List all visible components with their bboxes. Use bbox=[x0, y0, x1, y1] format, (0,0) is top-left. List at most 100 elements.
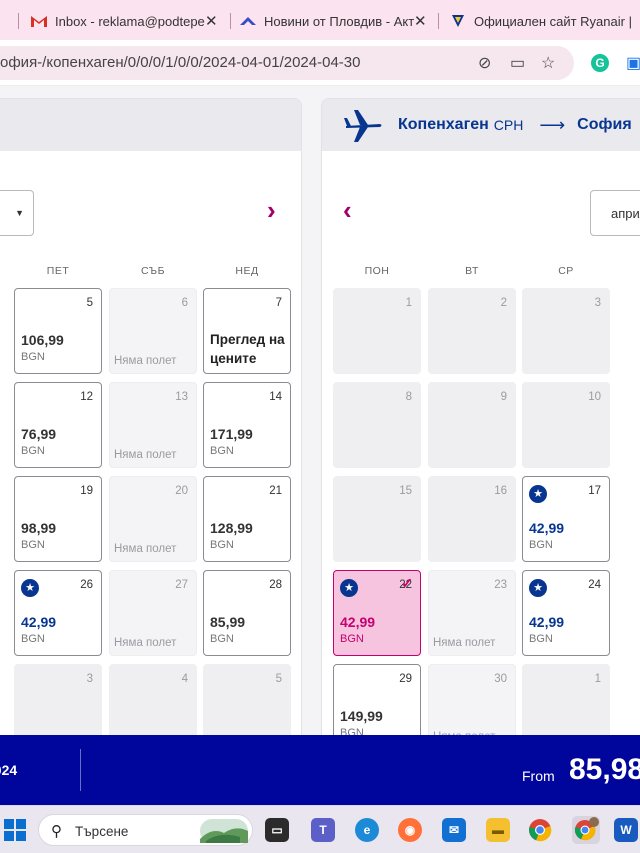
tab-label: Inbox - reklama@podtepe bbox=[55, 13, 205, 29]
no-flight-label: Няма полет bbox=[433, 637, 496, 649]
day-number: 7 bbox=[275, 297, 282, 309]
windows-start-icon[interactable] bbox=[4, 819, 26, 841]
calendar-day-cell[interactable]: 7 Преглед на цените bbox=[203, 288, 291, 374]
day-number: 5 bbox=[275, 673, 282, 685]
chrome-icon[interactable] bbox=[528, 818, 552, 842]
file-explorer-icon[interactable]: ▬ bbox=[486, 818, 510, 842]
tab-label: Новини от Пловдив - Акт bbox=[264, 13, 415, 29]
fare-currency: BGN bbox=[21, 445, 45, 457]
star-deal-icon: ★ bbox=[340, 579, 358, 597]
fare-price: 42,99 bbox=[21, 614, 57, 630]
day-number: 8 bbox=[405, 391, 412, 403]
day-number: 4 bbox=[181, 673, 188, 685]
calendar-day-cell[interactable]: 29 149,99 BGN bbox=[333, 664, 421, 735]
search-highlight-image bbox=[200, 819, 248, 843]
outbound-panel-header bbox=[0, 99, 301, 151]
day-number: 10 bbox=[588, 391, 601, 403]
day-number: 24 bbox=[588, 579, 601, 591]
calendar-day-cell[interactable]: 12 76,99 BGN bbox=[14, 382, 102, 468]
day-number: 3 bbox=[86, 673, 93, 685]
day-number: 3 bbox=[594, 297, 601, 309]
day-number: 26 bbox=[80, 579, 93, 591]
calendar-day-cell[interactable]: 28 85,99 BGN bbox=[203, 570, 291, 656]
word-icon[interactable]: W bbox=[614, 818, 638, 842]
fare-currency: BGN bbox=[210, 445, 234, 457]
fare-price: 85,99 bbox=[210, 614, 246, 630]
weekday-header: ПОН bbox=[364, 265, 390, 277]
calendar-day-cell: 15 bbox=[333, 476, 421, 562]
cast-icon[interactable]: ▭ bbox=[510, 55, 526, 72]
address-bar[interactable] bbox=[0, 46, 574, 80]
calendar-day-cell: 1 bbox=[522, 664, 610, 735]
calendar-day-cell[interactable]: 24 ★ 42,99 BGN bbox=[522, 570, 610, 656]
fare-currency: BGN bbox=[210, 633, 234, 645]
browser-tab-strip: Inbox - reklama@podtepe ✕ Новини от Плов… bbox=[0, 0, 640, 40]
tab-gmail[interactable]: Inbox - reklama@podtepe ✕ bbox=[31, 8, 221, 34]
calendar-day-cell: 4 bbox=[109, 664, 197, 735]
calendar-day-cell[interactable]: 21 128,99 BGN bbox=[203, 476, 291, 562]
fare-currency: BGN bbox=[529, 633, 553, 645]
fare-price: 171,99 bbox=[210, 426, 253, 442]
calendar-day-cell: 6 Няма полет bbox=[109, 288, 197, 374]
star-deal-icon: ★ bbox=[21, 579, 39, 597]
fare-currency: BGN bbox=[21, 351, 45, 363]
page-content: ▼ › ПЕТ СЪБ НЕД 5 106,99 BGN 6 Няма полет 7 Прег… bbox=[0, 87, 640, 735]
close-icon[interactable]: ✕ bbox=[414, 13, 427, 30]
task-view-icon[interactable]: ▭ bbox=[265, 818, 289, 842]
origin-code: CPH bbox=[493, 117, 524, 133]
mail-icon[interactable]: ✉ bbox=[442, 818, 466, 842]
total-price: 85,98 bbox=[569, 753, 640, 786]
calendar-day-cell: 3 bbox=[14, 664, 102, 735]
fare-currency: BGN bbox=[210, 539, 234, 551]
weekday-header: ПЕТ bbox=[46, 265, 70, 277]
tab-separator bbox=[18, 13, 19, 29]
chrome-profile-icon[interactable] bbox=[572, 816, 600, 844]
day-number: 15 bbox=[399, 485, 412, 497]
no-flight-label: Няма полет bbox=[114, 543, 177, 555]
url-text[interactable]: офия-/копенхаген/0/0/0/1/0/0/2024-04-01/… bbox=[0, 54, 361, 71]
calendar-day-cell[interactable]: 5 106,99 BGN bbox=[14, 288, 102, 374]
fare-price: 76,99 bbox=[21, 426, 57, 442]
translate-icon[interactable]: ▣ bbox=[626, 55, 640, 72]
grammarly-icon[interactable]: G bbox=[590, 53, 610, 73]
next-month-arrow[interactable]: › bbox=[267, 195, 276, 225]
day-number: 1 bbox=[594, 673, 601, 685]
calendar-day-cell[interactable]: 14 171,99 BGN bbox=[203, 382, 291, 468]
airplane-icon bbox=[344, 110, 382, 142]
tab-ryanair[interactable]: Официален сайт Ryanair | bbox=[450, 8, 640, 34]
destination-city: София bbox=[577, 116, 632, 133]
calendar-day-cell: 8 bbox=[333, 382, 421, 468]
taskbar-search[interactable]: ⚲ Търсене bbox=[38, 814, 253, 846]
no-flight-label: Няма полет bbox=[114, 449, 177, 461]
prev-month-arrow[interactable]: ‹ bbox=[343, 195, 352, 225]
booking-summary-bar: 2024 From 85,98 bbox=[0, 735, 640, 805]
month-dropdown[interactable]: ▼ bbox=[0, 190, 34, 236]
chevron-down-icon: ▼ bbox=[15, 208, 24, 218]
news-icon bbox=[240, 17, 256, 25]
windows-taskbar: ⚲ Търсене ▭ T e ◉ ✉ ▬ W bbox=[0, 805, 640, 853]
calendar-day-cell: 13 Няма полет bbox=[109, 382, 197, 468]
day-number: 9 bbox=[500, 391, 507, 403]
bookmark-star-icon[interactable]: ☆ bbox=[541, 55, 556, 72]
edge-icon[interactable]: e bbox=[355, 818, 379, 842]
calendar-day-cell[interactable]: 19 98,99 BGN bbox=[14, 476, 102, 562]
close-icon[interactable]: ✕ bbox=[205, 13, 218, 30]
tracking-off-icon[interactable]: ⊘ bbox=[478, 55, 492, 72]
no-flight-label: Няма полет bbox=[114, 637, 177, 649]
tab-label: Официален сайт Ryanair | bbox=[474, 13, 632, 29]
firefox-icon[interactable]: ◉ bbox=[398, 818, 422, 842]
day-number: 5 bbox=[86, 297, 93, 309]
calendar-day-cell[interactable]: 22 ★ ✓ 42,99 BGN bbox=[333, 570, 421, 656]
checkmark-icon: ✓ bbox=[401, 575, 413, 591]
day-number: 14 bbox=[269, 391, 282, 403]
tab-news[interactable]: Новини от Пловдив - Акт ✕ bbox=[240, 8, 430, 34]
day-number: 2 bbox=[500, 297, 507, 309]
day-number: 13 bbox=[175, 391, 188, 403]
calendar-day-cell: 9 bbox=[428, 382, 516, 468]
calendar-day-cell[interactable]: 26 ★ 42,99 BGN bbox=[14, 570, 102, 656]
calendar-day-cell[interactable]: 17 ★ 42,99 BGN bbox=[522, 476, 610, 562]
star-deal-icon: ★ bbox=[529, 485, 547, 503]
month-dropdown[interactable]: април bbox=[590, 190, 640, 236]
address-bar-row: офия-/копенхаген/0/0/0/1/0/0/2024-04-01/… bbox=[0, 40, 640, 86]
teams-icon[interactable]: T bbox=[311, 818, 335, 842]
